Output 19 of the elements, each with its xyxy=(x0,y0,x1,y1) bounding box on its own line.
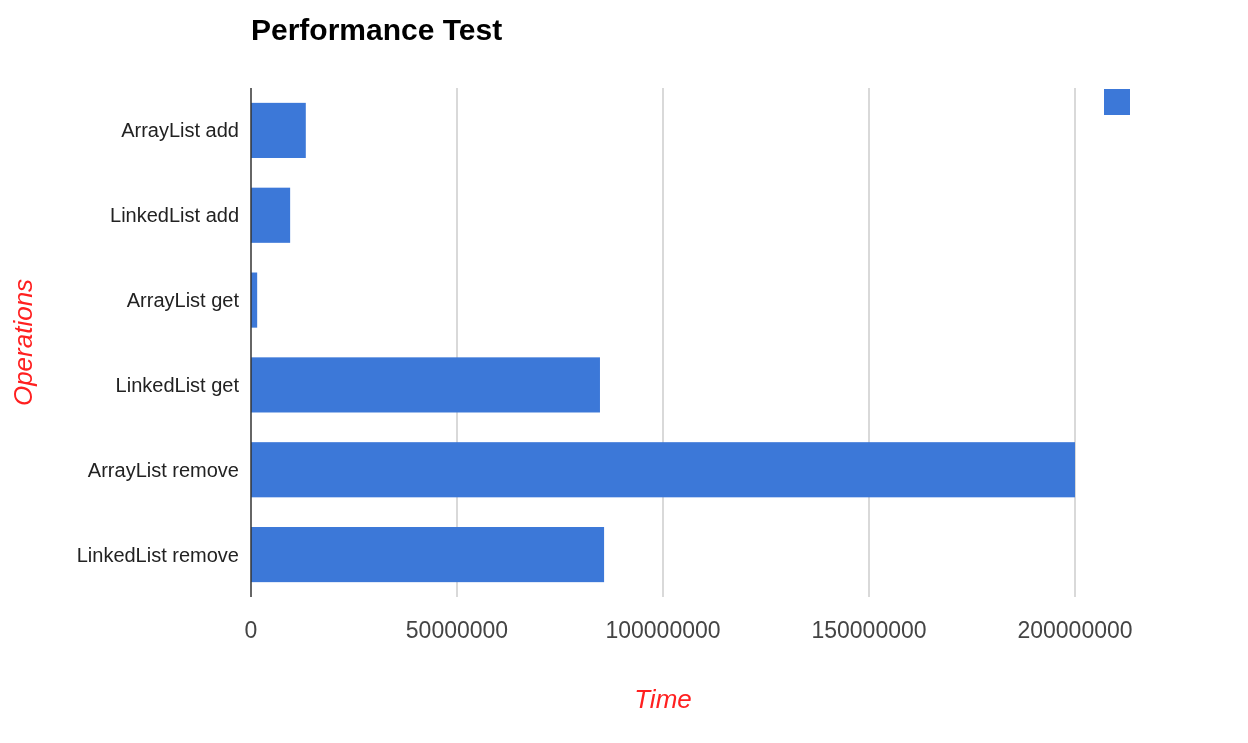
bar xyxy=(251,527,605,583)
y-axis-title: Operations xyxy=(8,278,38,407)
bar xyxy=(251,187,291,243)
y-tick-label: LinkedList remove xyxy=(76,543,239,566)
x-axis-title: Time xyxy=(634,684,692,714)
x-tick-label: 50000000 xyxy=(405,617,509,643)
y-tick-label: LinkedList get xyxy=(115,373,240,396)
x-tick-label: 150000000 xyxy=(811,617,927,643)
y-tick-label: ArrayList get xyxy=(126,289,240,312)
bar xyxy=(251,357,600,413)
bar xyxy=(251,102,306,158)
y-tick-label: LinkedList add xyxy=(110,204,239,227)
x-tick-label: 100000000 xyxy=(605,617,721,643)
chart-title: Performance Test xyxy=(251,13,503,46)
y-tick-label: ArrayList add xyxy=(121,119,239,142)
y-tick-label: ArrayList remove xyxy=(87,458,239,481)
x-tick-label: 200000000 xyxy=(1017,617,1133,643)
bar xyxy=(251,442,1075,498)
x-tick-label: 0 xyxy=(244,617,258,643)
